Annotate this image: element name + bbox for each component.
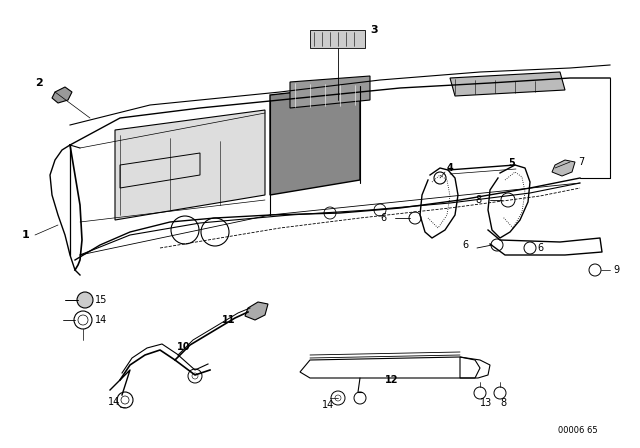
Polygon shape [115,110,265,220]
Text: 6: 6 [462,240,468,250]
Text: 3: 3 [370,25,378,35]
Text: 14: 14 [322,400,334,410]
Text: 14: 14 [108,397,120,407]
Text: 4: 4 [447,163,454,173]
Polygon shape [245,302,268,320]
Circle shape [77,292,93,308]
Text: 5: 5 [508,158,515,168]
Polygon shape [290,76,370,108]
Text: 8: 8 [500,398,506,408]
Text: 6: 6 [537,243,543,253]
Text: 14: 14 [95,315,108,325]
Text: 11: 11 [222,315,236,325]
Polygon shape [270,85,360,195]
Text: 6: 6 [380,213,386,223]
Text: 10: 10 [177,342,191,352]
Text: 2: 2 [35,78,43,88]
Text: 13: 13 [480,398,492,408]
Polygon shape [552,160,575,176]
Polygon shape [450,72,565,96]
Text: 9: 9 [613,265,619,275]
Polygon shape [310,30,365,48]
Text: 8: 8 [475,195,481,205]
Polygon shape [52,87,72,103]
Text: 12: 12 [385,375,399,385]
Text: 15: 15 [95,295,108,305]
Text: 00006 65: 00006 65 [558,426,598,435]
Text: 7: 7 [578,157,584,167]
Text: 1: 1 [22,230,29,240]
